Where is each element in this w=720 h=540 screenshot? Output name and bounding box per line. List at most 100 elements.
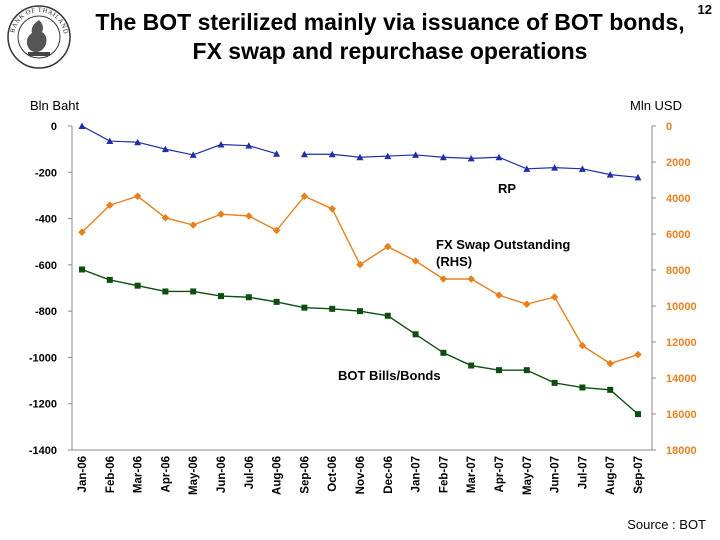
right-axis-unit: Mln USD <box>629 98 682 113</box>
right-tick-label: 8000 <box>666 265 690 277</box>
slide-title: The BOT sterilized mainly via issuance o… <box>80 8 700 66</box>
x-tick-label: Jul-06 <box>244 456 256 489</box>
fx-swap-outstanding-rhs-point <box>300 192 309 200</box>
rp-point <box>106 137 114 145</box>
bot-bills-bonds-point <box>134 282 141 289</box>
bot-bills-bonds-point <box>579 384 586 391</box>
right-tick-label: 10000 <box>666 301 697 313</box>
rp-point <box>134 138 142 146</box>
bot-bills-bonds-point <box>301 304 308 311</box>
fx-swap-outstanding-rhs-point <box>411 257 420 265</box>
fx-swap-outstanding-rhs-point <box>245 212 253 220</box>
bot-bills-bonds-point <box>245 294 252 301</box>
x-tick-label: Oct-06 <box>327 456 339 492</box>
rp-point <box>523 165 531 172</box>
rp-point <box>412 151 420 158</box>
rp-point <box>467 154 475 162</box>
rp-line <box>81 125 277 156</box>
fx-swap-outstanding-rhs-point <box>272 226 281 235</box>
bot-bills-bonds-point <box>468 362 475 369</box>
fx-swap-outstanding-rhs-point <box>523 300 531 308</box>
x-tick-label: May-07 <box>522 456 534 495</box>
rp-point <box>356 153 364 161</box>
x-tick-label: Sep-06 <box>299 456 311 494</box>
fx-swap-outstanding-rhs-point <box>467 275 475 283</box>
rp-point <box>578 165 586 172</box>
rp-point <box>217 141 225 148</box>
x-tick-label: Jun-07 <box>550 456 562 493</box>
rp-point <box>495 153 503 161</box>
bot-bills-bonds-point <box>329 305 336 312</box>
x-tick-label: Aug-06 <box>272 456 284 495</box>
rp-point <box>439 153 447 161</box>
annotation-fx-swap: FX Swap Outstanding (RHS) <box>436 237 570 269</box>
right-tick-label: 16000 <box>666 409 697 421</box>
fx-swap-outstanding-rhs-point <box>439 275 448 283</box>
bot-bills-bonds-point <box>551 379 558 386</box>
annotation-bot-bills: BOT Bills/Bonds <box>338 368 441 383</box>
left-tick-label: -1400 <box>29 445 57 457</box>
bot-bills-bonds-point <box>440 349 447 356</box>
right-tick-label: 12000 <box>666 337 697 349</box>
x-tick-label: Aug-07 <box>605 456 617 495</box>
page-number: 12 <box>697 2 712 17</box>
fx-swap-outstanding-rhs-point <box>106 201 114 209</box>
rp-point <box>300 150 308 158</box>
x-tick-label: Nov-06 <box>355 456 367 494</box>
rp-point <box>189 151 197 158</box>
rp-point <box>606 171 614 178</box>
left-tick-label: -800 <box>35 306 57 318</box>
right-tick-label: 0 <box>666 121 672 133</box>
right-tick-label: 2000 <box>666 157 690 169</box>
x-tick-label: Jul-07 <box>577 456 589 489</box>
fx-swap-outstanding-rhs-point <box>606 359 614 368</box>
bot-bills-bonds-point <box>412 331 419 338</box>
rp-point <box>551 164 559 171</box>
bot-bills-bonds-point <box>218 293 224 300</box>
fx-swap-outstanding-rhs-point <box>356 260 364 269</box>
x-tick-label: Dec-06 <box>383 456 395 494</box>
fx-swap-outstanding-rhs-point <box>217 210 225 218</box>
x-tick-label: Apr-06 <box>160 456 172 492</box>
left-tick-label: -400 <box>35 214 57 226</box>
rp-point <box>328 150 336 158</box>
bot-bills-bonds-point <box>273 298 280 305</box>
left-tick-label: 0 <box>51 121 57 133</box>
x-tick-label: Mar-07 <box>466 456 478 493</box>
fx-swap-outstanding-rhs-point <box>328 205 336 213</box>
bot-bills-bonds-point <box>496 367 502 374</box>
fx-swap-outstanding-rhs-point <box>78 228 86 236</box>
x-tick-label: Sep-07 <box>633 456 645 494</box>
rp-point <box>273 150 281 157</box>
bot-bills-bonds-point <box>357 308 363 315</box>
x-tick-label: May-06 <box>188 456 200 495</box>
x-tick-label: Jan-07 <box>411 456 423 492</box>
right-tick-label: 4000 <box>666 193 690 205</box>
source-note: Source : BOT <box>627 517 706 532</box>
left-axis-unit: Bln Baht <box>30 98 80 113</box>
fx-swap-outstanding-rhs-point <box>550 293 559 301</box>
rp-point <box>245 142 253 149</box>
rp-point <box>634 173 642 181</box>
left-tick-label: -600 <box>35 260 57 272</box>
fx-swap-outstanding-rhs-point <box>495 291 503 299</box>
x-tick-label: Feb-07 <box>438 456 450 493</box>
right-tick-label: 14000 <box>666 373 697 385</box>
bot-bills-bonds-point <box>384 312 391 319</box>
rp-point <box>78 122 86 129</box>
right-tick-label: 6000 <box>666 229 690 241</box>
x-tick-label: Jan-06 <box>77 456 89 492</box>
bot-bills-bonds-point <box>635 411 641 418</box>
bot-bills-bonds-point <box>79 266 85 273</box>
rp-point <box>161 145 169 153</box>
left-tick-label: -1200 <box>29 399 57 411</box>
x-tick-label: Feb-06 <box>105 456 117 493</box>
bot-bills-bonds-point <box>106 276 113 283</box>
x-tick-label: Jun-06 <box>216 456 228 493</box>
x-tick-label: Mar-06 <box>133 456 145 493</box>
fx-swap-outstanding-rhs-point <box>578 341 587 350</box>
rp-point <box>384 152 392 160</box>
bot-bills-bonds-point <box>190 288 197 295</box>
fx-swap-outstanding-rhs-point <box>634 350 642 359</box>
left-tick-label: -200 <box>35 167 57 179</box>
